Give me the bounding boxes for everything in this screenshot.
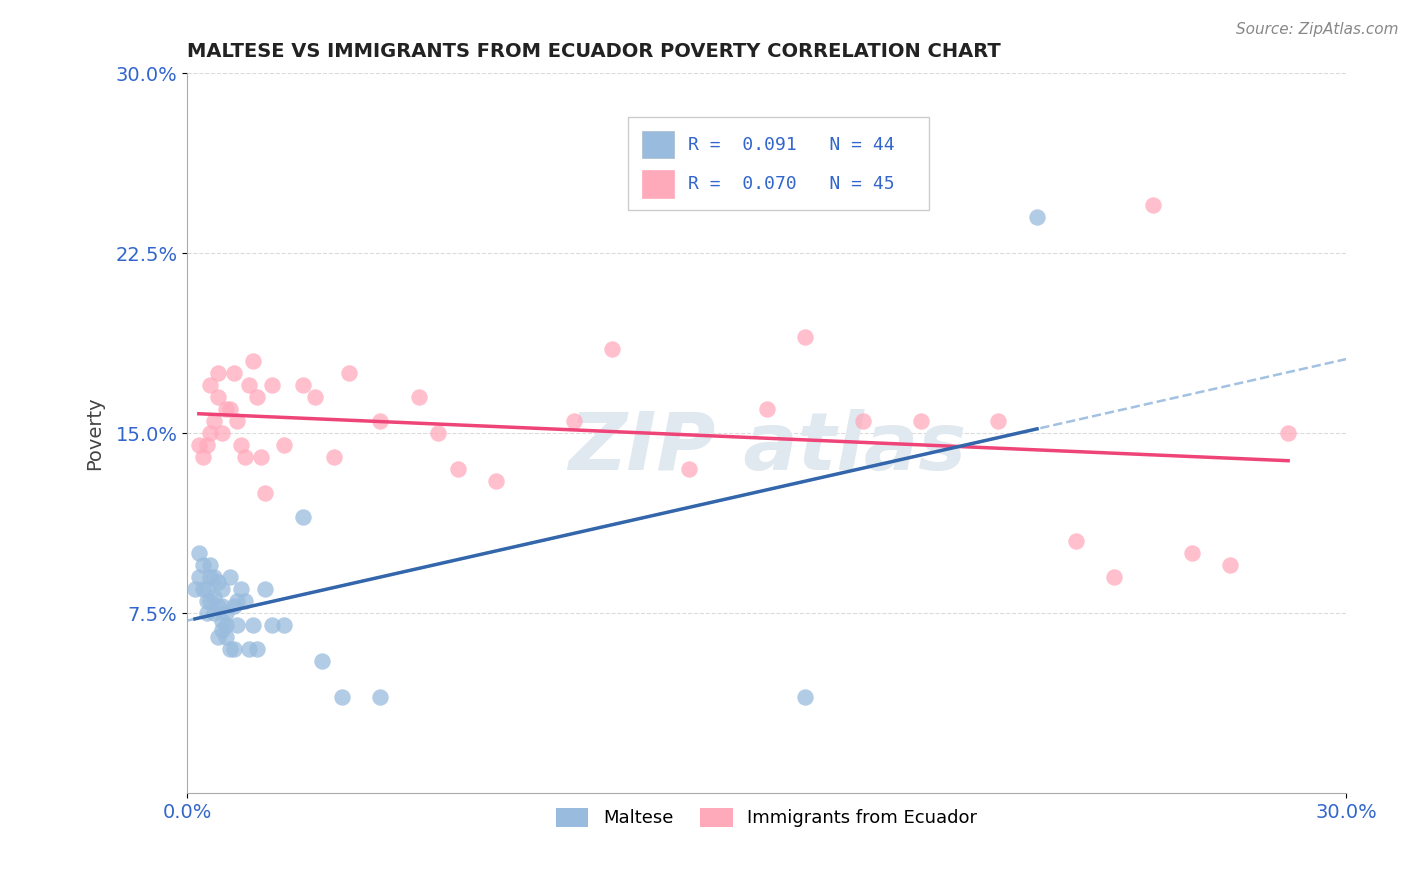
- Point: [262, 378, 284, 392]
- Point: [211, 614, 233, 628]
- Point: [678, 462, 700, 476]
- Point: [1277, 426, 1299, 441]
- Point: [370, 414, 392, 428]
- Point: [910, 414, 932, 428]
- Point: [238, 378, 260, 392]
- Point: [311, 654, 333, 668]
- Point: [1219, 558, 1241, 573]
- Point: [215, 607, 238, 621]
- Point: [191, 582, 214, 597]
- Point: [485, 475, 508, 489]
- Text: ZIP atlas: ZIP atlas: [568, 409, 966, 487]
- Point: [195, 607, 218, 621]
- Point: [233, 594, 256, 608]
- Point: [246, 642, 269, 657]
- Point: [222, 367, 245, 381]
- Text: Source: ZipAtlas.com: Source: ZipAtlas.com: [1236, 22, 1399, 37]
- Y-axis label: Poverty: Poverty: [86, 397, 104, 470]
- Point: [1180, 546, 1202, 560]
- Point: [200, 426, 222, 441]
- Point: [195, 582, 218, 597]
- Point: [794, 330, 817, 344]
- Point: [200, 570, 222, 584]
- Point: [226, 414, 249, 428]
- Point: [207, 599, 229, 614]
- Point: [262, 618, 284, 632]
- Point: [218, 642, 240, 657]
- Point: [202, 590, 225, 604]
- Point: [330, 690, 353, 705]
- Point: [200, 378, 222, 392]
- Point: [207, 575, 229, 590]
- Point: [238, 642, 260, 657]
- Point: [218, 570, 240, 584]
- Point: [304, 391, 326, 405]
- Point: [446, 462, 468, 476]
- Point: [211, 426, 233, 441]
- Point: [226, 618, 249, 632]
- Point: [794, 690, 817, 705]
- Point: [253, 486, 276, 500]
- Point: [191, 450, 214, 465]
- Point: [215, 618, 238, 632]
- Text: R =  0.070   N = 45: R = 0.070 N = 45: [688, 175, 894, 193]
- Point: [1142, 198, 1164, 212]
- Point: [202, 570, 225, 584]
- Point: [191, 558, 214, 573]
- Point: [253, 582, 276, 597]
- Point: [852, 414, 875, 428]
- Legend: Maltese, Immigrants from Ecuador: Maltese, Immigrants from Ecuador: [548, 801, 984, 835]
- Point: [211, 599, 233, 614]
- Point: [273, 438, 295, 452]
- FancyBboxPatch shape: [627, 117, 929, 211]
- Point: [222, 642, 245, 657]
- Point: [187, 546, 209, 560]
- Point: [292, 378, 315, 392]
- Point: [600, 343, 623, 357]
- Point: [202, 607, 225, 621]
- Point: [242, 354, 264, 368]
- Point: [200, 594, 222, 608]
- Point: [207, 631, 229, 645]
- Point: [370, 690, 392, 705]
- Point: [215, 631, 238, 645]
- Point: [339, 367, 361, 381]
- Point: [273, 618, 295, 632]
- Point: [195, 594, 218, 608]
- Point: [215, 402, 238, 417]
- Point: [242, 618, 264, 632]
- Point: [226, 594, 249, 608]
- Point: [1104, 570, 1126, 584]
- Point: [184, 582, 207, 597]
- Point: [200, 558, 222, 573]
- FancyBboxPatch shape: [641, 170, 673, 198]
- Text: MALTESE VS IMMIGRANTS FROM ECUADOR POVERTY CORRELATION CHART: MALTESE VS IMMIGRANTS FROM ECUADOR POVER…: [187, 42, 1001, 61]
- Point: [207, 391, 229, 405]
- Point: [195, 438, 218, 452]
- Point: [1064, 534, 1087, 549]
- Point: [233, 450, 256, 465]
- Point: [231, 582, 253, 597]
- Point: [427, 426, 450, 441]
- Point: [218, 402, 240, 417]
- Point: [323, 450, 346, 465]
- Point: [211, 582, 233, 597]
- Point: [222, 599, 245, 614]
- FancyBboxPatch shape: [641, 131, 673, 159]
- Text: R =  0.091   N = 44: R = 0.091 N = 44: [688, 136, 894, 153]
- Point: [231, 438, 253, 452]
- Point: [246, 391, 269, 405]
- Point: [562, 414, 585, 428]
- Point: [1026, 211, 1049, 225]
- Point: [249, 450, 271, 465]
- Point: [987, 414, 1010, 428]
- Point: [211, 623, 233, 637]
- Point: [187, 570, 209, 584]
- Point: [408, 391, 430, 405]
- Point: [207, 367, 229, 381]
- Point: [755, 402, 778, 417]
- Point: [202, 414, 225, 428]
- Point: [187, 438, 209, 452]
- Point: [292, 510, 315, 524]
